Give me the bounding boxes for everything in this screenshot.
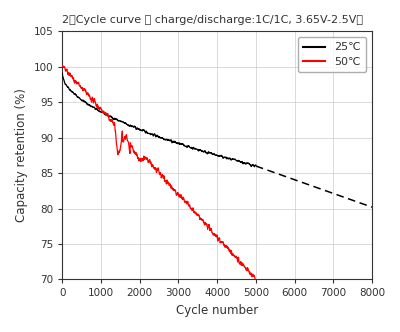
Y-axis label: Capacity retention (%): Capacity retention (%) — [15, 88, 28, 222]
Legend: 25℃, 50℃: 25℃, 50℃ — [298, 37, 366, 72]
X-axis label: Cycle number: Cycle number — [176, 304, 258, 317]
Text: 2、Cycle curve （ charge/discharge:1C/1C, 3.65V-2.5V）: 2、Cycle curve （ charge/discharge:1C/1C, … — [62, 15, 363, 25]
